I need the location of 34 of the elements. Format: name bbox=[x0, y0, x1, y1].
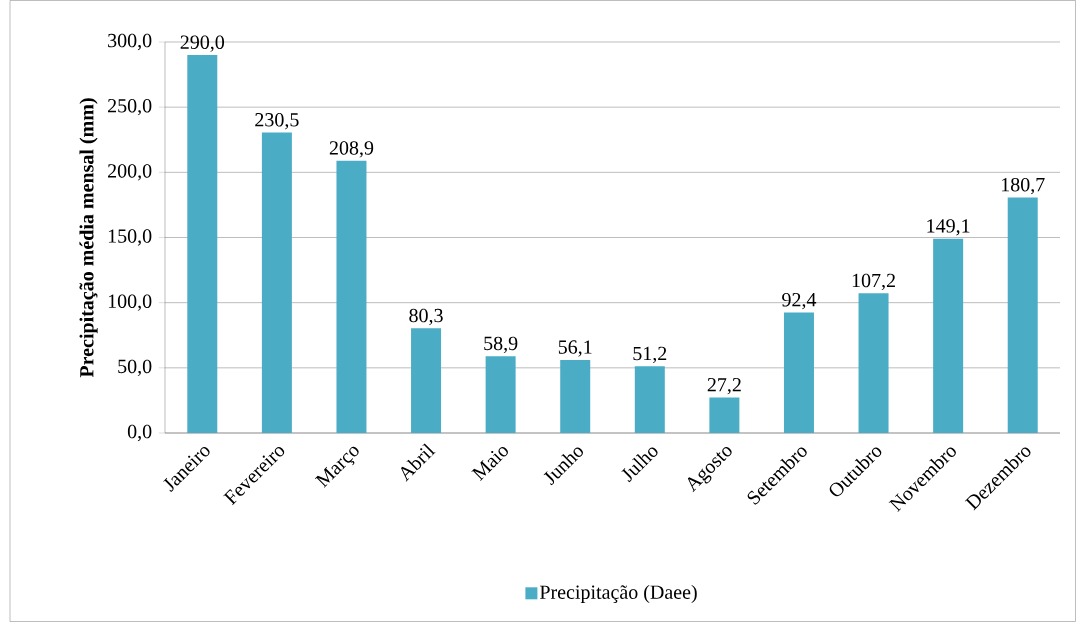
data-label: 208,9 bbox=[329, 141, 374, 158]
y-axis-title: Precipitação média mensal (mm) bbox=[79, 98, 98, 378]
data-label: 290,0 bbox=[180, 35, 225, 52]
data-label: 51,2 bbox=[633, 346, 667, 364]
y-tick-label: 50,0 bbox=[118, 359, 152, 377]
bar bbox=[709, 397, 740, 433]
data-label: 58,9 bbox=[484, 336, 518, 354]
data-label: 230,5 bbox=[255, 113, 299, 130]
data-label: 27,2 bbox=[707, 378, 741, 395]
legend-label: Precipitação (Daee) bbox=[539, 584, 697, 604]
bar bbox=[933, 238, 964, 433]
bar bbox=[336, 160, 367, 433]
y-tick-label: 150,0 bbox=[108, 229, 152, 246]
y-tick-label: 200,0 bbox=[108, 164, 152, 181]
bar bbox=[783, 312, 814, 433]
data-label: 92,4 bbox=[782, 293, 817, 310]
y-tick-label: 100,0 bbox=[108, 294, 152, 311]
data-label: 80,3 bbox=[409, 308, 443, 326]
bar bbox=[485, 356, 516, 433]
data-label: 149,1 bbox=[927, 219, 970, 236]
y-tick-label: 300,0 bbox=[108, 33, 152, 51]
bar bbox=[1007, 197, 1038, 433]
data-label: 56,1 bbox=[558, 340, 592, 357]
bar bbox=[187, 55, 218, 433]
data-label: 180,7 bbox=[1001, 177, 1045, 195]
y-tick-label: 0,0 bbox=[127, 424, 152, 442]
bar bbox=[560, 359, 591, 433]
bar bbox=[261, 132, 292, 433]
y-tick-label: 250,0 bbox=[108, 98, 152, 116]
bar bbox=[411, 328, 442, 433]
x-tick-label: Maio bbox=[471, 446, 508, 481]
bar bbox=[858, 293, 889, 433]
data-label: 107,2 bbox=[852, 273, 895, 291]
bar bbox=[634, 366, 665, 433]
